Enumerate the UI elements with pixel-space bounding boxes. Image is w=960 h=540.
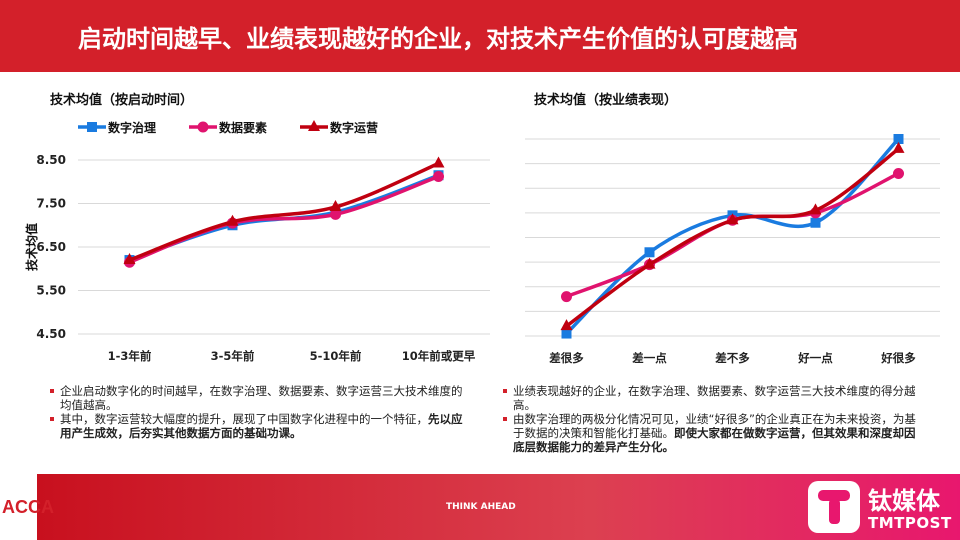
x-tick-label: 差不多 <box>715 351 750 365</box>
bullet: 业绩表现越好的企业，在数字治理、数据要素、数字运营三大技术维度的得分越高。 <box>503 384 923 412</box>
legend-label: 数据要素 <box>219 120 267 135</box>
circle-marker <box>433 171 444 183</box>
square-marker <box>561 328 572 339</box>
left-chart: 8.50 7.50 6.50 5.50 4.50 1-3年前 3-5年前 5-10年前 10年前… <box>24 120 490 363</box>
tmtpost-logo-sub: TMTPOST <box>868 514 952 532</box>
right-bullets: 业绩表现越好的企业，在数字治理、数据要素、数字运营三大技术维度的得分越高。 由数… <box>503 384 923 454</box>
x-tick-label: 好很多 <box>880 351 916 365</box>
left-chart-title: 技术均值（按启动时间） <box>50 93 194 108</box>
square-marker <box>87 122 97 132</box>
triangle-marker <box>809 203 822 215</box>
tmtpost-logo-name: 钛媒体 <box>868 487 940 515</box>
triangle-marker <box>226 214 239 226</box>
y-tick-label: 5.50 <box>36 284 66 298</box>
series-line <box>565 137 900 335</box>
square-marker <box>893 134 904 144</box>
series-line <box>128 174 440 264</box>
header-bar: 启动时间越早、业绩表现越好的企业，对技术产生价值的认可度越高 <box>0 0 960 72</box>
triangle-marker <box>892 141 905 153</box>
triangle-marker <box>123 253 136 265</box>
x-tick-label: 差一点 <box>632 351 667 365</box>
y-tick-label: 4.50 <box>36 327 66 341</box>
x-tick-label: 5-10年前 <box>310 349 362 363</box>
y-tick-label: 7.50 <box>36 197 66 211</box>
series-line <box>565 171 900 299</box>
triangle-marker <box>726 213 739 225</box>
x-tick-label: 3-5年前 <box>211 349 255 363</box>
triangle-marker <box>329 199 342 211</box>
page-title: 启动时间越早、业绩表现越好的企业，对技术产生价值的认可度越高 <box>78 24 798 53</box>
left-bullets: 企业启动数字化的时间越早，在数字治理、数据要素、数字运营三大技术维度的均值越高。… <box>50 384 470 440</box>
circle-marker <box>893 167 904 179</box>
bullet: 由数字治理的两极分化情况可见，业绩“好很多”的企业真正在为未来投资，为基于数据的… <box>503 412 923 454</box>
x-tick-label: 差很多 <box>549 351 584 365</box>
footer-tagline: THINK AHEAD <box>446 502 516 512</box>
triangle-marker <box>560 319 573 331</box>
y-tick-label: 8.50 <box>36 153 66 167</box>
x-tick-label: 好一点 <box>797 351 833 365</box>
bullet: 企业启动数字化的时间越早，在数字治理、数据要素、数字运营三大技术维度的均值越高。 <box>50 384 470 412</box>
tmtpost-logo-icon <box>808 481 860 533</box>
circle-marker <box>197 121 209 133</box>
series-line <box>128 161 440 262</box>
triangle-marker <box>432 156 445 168</box>
circle-marker <box>330 208 341 220</box>
square-marker <box>810 217 821 228</box>
triangle-marker <box>643 257 656 269</box>
x-tick-label: 1-3年前 <box>108 349 152 363</box>
y-tick-label: 6.50 <box>36 240 66 254</box>
legend-label: 数字治理 <box>108 120 156 135</box>
right-chart-title: 技术均值（按业绩表现） <box>534 93 678 108</box>
y-axis-label: 技术均值 <box>24 223 39 271</box>
x-tick-label: 10年前或更早 <box>402 349 476 363</box>
triangle-marker <box>308 120 320 131</box>
right-chart: 差很多 差一点 差不多 好一点 好很多 <box>525 134 940 365</box>
square-marker <box>644 247 655 258</box>
footer-band <box>37 474 960 540</box>
legend-label: 数字运营 <box>330 120 378 135</box>
bullet: 其中，数字运营较大幅度的提升，展现了中国数字化进程中的一个特征，先以应用产生成效… <box>50 412 470 440</box>
circle-marker <box>561 291 572 303</box>
acca-logo: ACCA <box>2 497 54 517</box>
